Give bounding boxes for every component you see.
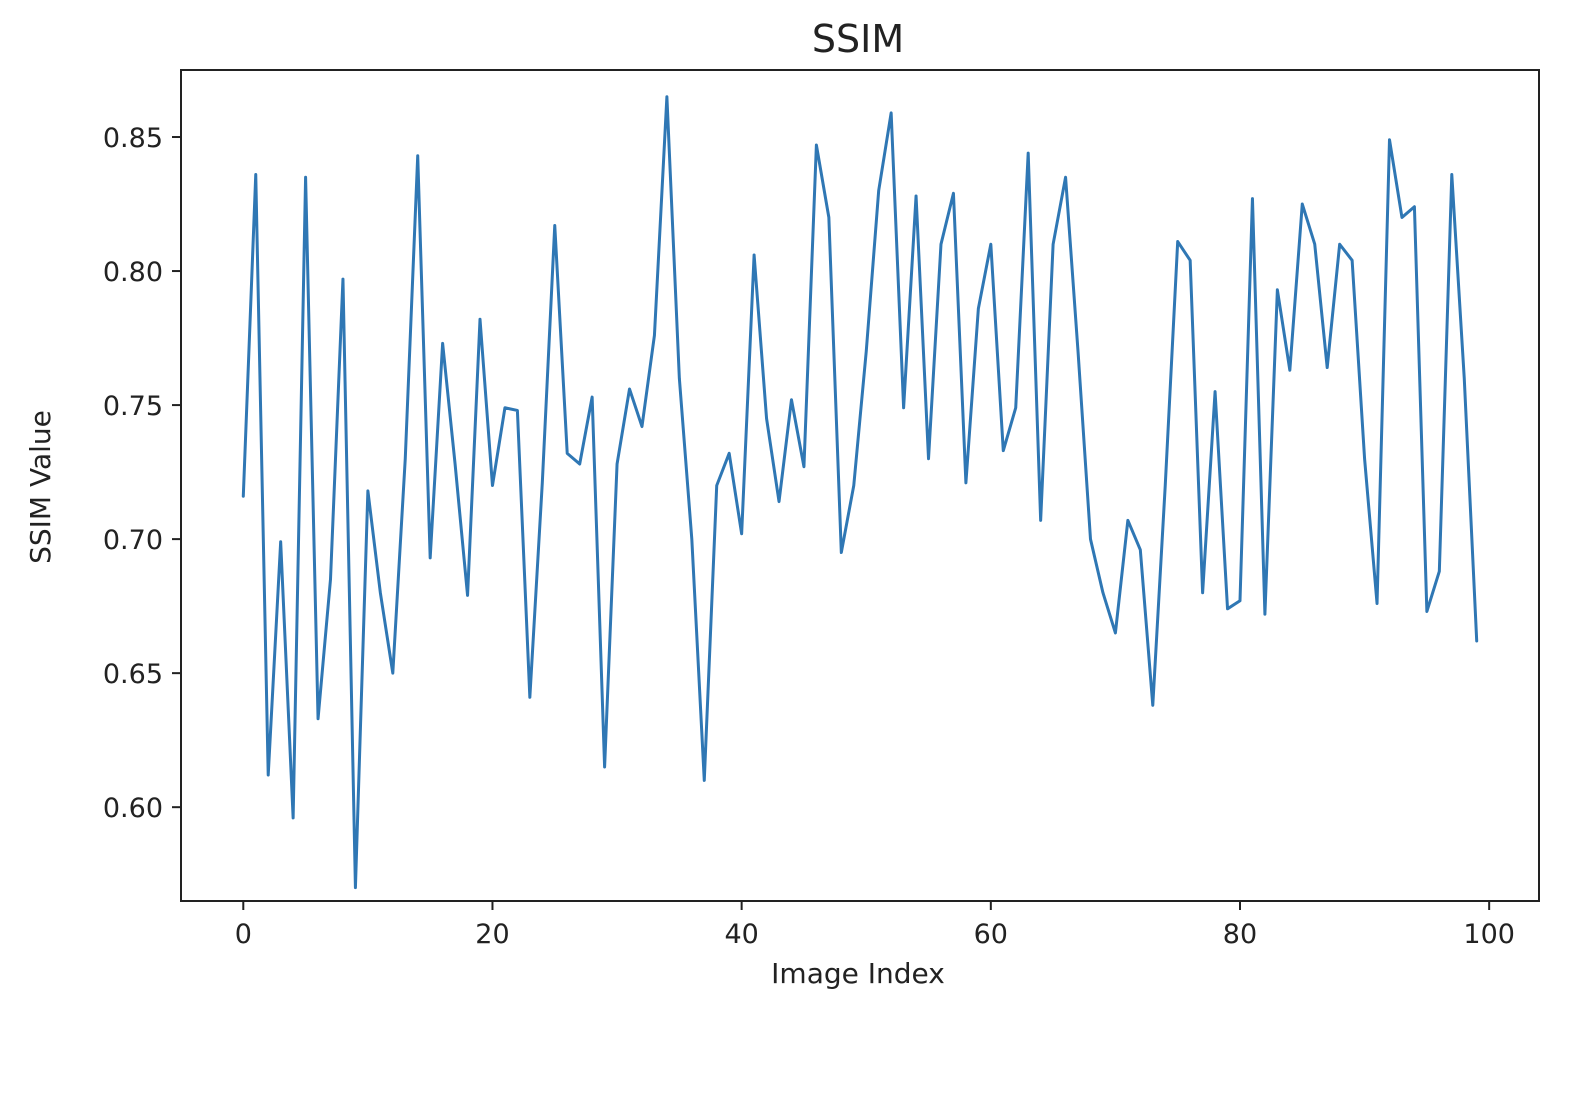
x-tick-label: 20 — [475, 919, 509, 950]
y-axis-label: SSIM Value — [24, 410, 57, 564]
x-axis-label: Image Index — [771, 957, 945, 990]
y-tick-label: 0.75 — [103, 391, 163, 422]
x-axis: 0 20 40 60 80 100 — [235, 901, 1515, 950]
y-tick-label: 0.70 — [103, 525, 163, 556]
chart-title: SSIM — [812, 17, 904, 61]
y-axis: 0.60 0.65 0.70 0.75 0.80 0.85 — [103, 123, 181, 824]
x-tick-label: 60 — [974, 919, 1008, 950]
x-tick-label: 40 — [724, 919, 758, 950]
y-tick-label: 0.80 — [103, 257, 163, 288]
y-tick-label: 0.60 — [103, 793, 163, 824]
y-tick-label: 0.65 — [103, 659, 163, 690]
ssim-series-line — [241, 95, 1479, 890]
plot-frame — [180, 69, 1540, 902]
y-tick-label: 0.85 — [103, 123, 163, 154]
x-tick-label: 100 — [1463, 919, 1515, 950]
x-tick-label: 0 — [235, 919, 252, 950]
x-tick-label: 80 — [1223, 919, 1257, 950]
